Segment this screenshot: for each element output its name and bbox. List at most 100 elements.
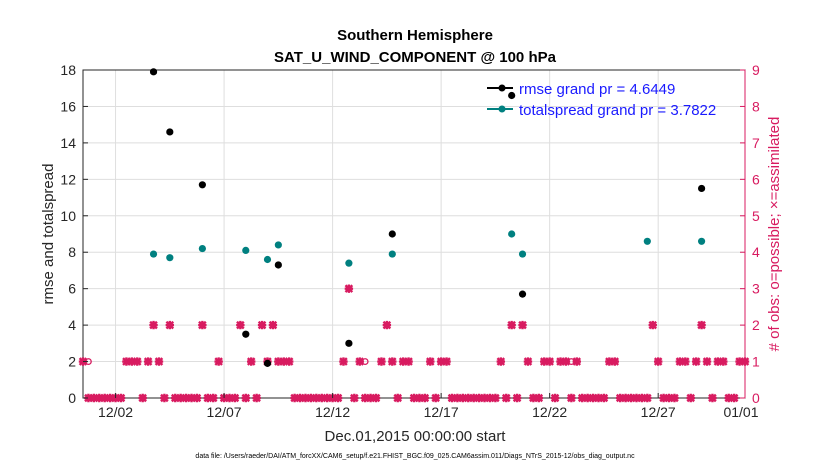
obs-assimilated-marker <box>480 393 489 403</box>
obs-assimilated-marker <box>230 393 240 403</box>
obs-assimilated-marker <box>436 357 446 366</box>
y-tick-label: 6 <box>68 281 76 297</box>
obs-assimilated-marker <box>648 320 658 330</box>
obs-assimilated-marker <box>534 393 544 403</box>
obs-assimilated-marker <box>426 357 435 366</box>
obs-assimilated-marker <box>138 393 147 403</box>
y2-tick-label: 6 <box>752 171 760 187</box>
obs-assimilated-marker <box>621 393 630 403</box>
obs-assimilated-marker <box>398 357 408 366</box>
y2-axis-ticks: 0 1 2 3 4 5 6 7 8 9 <box>740 62 760 406</box>
obs-assimilated-marker <box>344 284 354 293</box>
legend-spread-marker <box>498 105 506 113</box>
legend-rmse-label: rmse grand pr = 4.6449 <box>519 81 675 98</box>
obs-assimilated-marker <box>637 393 647 403</box>
obs-assimilated-marker <box>550 393 560 403</box>
obs-count-markers <box>78 284 750 403</box>
rmse-point <box>166 128 174 136</box>
y2-tick-label: 4 <box>752 244 760 260</box>
obs-assimilated-marker <box>143 357 153 366</box>
obs-assimilated-marker <box>377 357 386 366</box>
y-tick-label: 16 <box>60 98 76 114</box>
obs-assimilated-marker <box>545 357 554 366</box>
x-tick-label: 12/12 <box>315 404 350 420</box>
obs-assimilated-marker <box>284 357 294 366</box>
spread-point <box>697 237 706 245</box>
obs-assimilated-marker <box>464 393 473 403</box>
rmse-point <box>345 339 353 347</box>
spread-point <box>198 244 206 253</box>
obs-assimilated-marker <box>127 357 137 366</box>
obs-assimilated-marker <box>339 357 348 366</box>
plot-area-frame <box>82 69 746 399</box>
y2-tick-label: 5 <box>752 208 760 224</box>
obs-assimilated-marker <box>431 393 440 403</box>
y2-tick-label: 0 <box>752 390 760 406</box>
obs-assimilated-marker <box>274 357 283 366</box>
obs-assimilated-marker <box>686 393 695 403</box>
obs-assimilated-marker <box>458 393 468 403</box>
obs-assimilated-marker <box>388 357 397 366</box>
obs-assimilated-marker <box>572 357 582 366</box>
x-tick-label: 12/07 <box>207 404 242 420</box>
obs-assimilated-marker <box>133 357 142 366</box>
spread-point <box>388 250 396 258</box>
obs-assimilated-marker <box>246 357 256 366</box>
obs-assimilated-marker <box>594 393 603 403</box>
obs-assimilated-marker <box>697 320 706 330</box>
obs-assimilated-marker <box>512 393 522 403</box>
spread-point <box>263 255 272 264</box>
rmse-point <box>242 330 250 338</box>
obs-assimilated-marker <box>409 393 419 403</box>
data-file-footer: data file: /Users/raeder/DAI/ATM_forcXX/… <box>195 453 635 460</box>
spread-point <box>518 250 527 258</box>
spread-point <box>345 259 353 267</box>
y2-tick-label: 2 <box>752 317 760 333</box>
y2-axis-label: # of obs: o=possible; ×=assimilated <box>766 117 783 352</box>
obs-assimilated-marker <box>404 357 413 366</box>
obs-assimilated-marker <box>290 393 299 403</box>
rmse-point <box>149 68 158 76</box>
obs-possible-marker <box>361 358 369 366</box>
obs-assimilated-marker <box>691 357 701 366</box>
obs-assimilated-marker <box>485 393 495 403</box>
obs-assimilated-marker <box>393 393 402 403</box>
y2-tick-label: 8 <box>752 98 760 114</box>
obs-assimilated-marker <box>556 357 565 366</box>
spread-point <box>274 241 282 249</box>
obs-assimilated-marker <box>306 393 316 403</box>
obs-assimilated-marker <box>225 393 234 403</box>
obs-assimilated-marker <box>702 357 712 366</box>
obs-assimilated-marker <box>501 393 511 403</box>
obs-assimilated-marker <box>192 393 202 403</box>
obs-assimilated-marker <box>360 393 370 403</box>
obs-assimilated-marker <box>154 357 164 366</box>
obs-assimilated-marker <box>279 357 289 366</box>
obs-assimilated-marker <box>236 320 245 330</box>
spread-point <box>149 250 158 258</box>
obs-assimilated-marker <box>675 357 685 366</box>
obs-assimilated-marker <box>469 393 478 403</box>
obs-assimilated-marker <box>670 393 679 403</box>
spread-point <box>166 254 174 262</box>
obs-assimilated-marker <box>529 393 538 403</box>
y2-tick-label: 7 <box>752 135 760 151</box>
obs-assimilated-marker <box>371 393 381 403</box>
obs-assimilated-marker <box>170 393 180 403</box>
obs-assimilated-marker <box>523 357 533 366</box>
obs-assimilated-marker <box>295 393 305 403</box>
chart-title: Southern Hemisphere <box>337 27 493 44</box>
x-axis-label: Dec.01,2015 00:00:00 start <box>325 428 507 445</box>
x-tick-label: 12/17 <box>424 404 459 420</box>
obs-assimilated-marker <box>583 393 592 403</box>
obs-assimilated-marker <box>415 393 424 403</box>
obs-assimilated-marker <box>442 357 451 366</box>
x-tick-label: 12/02 <box>98 404 133 420</box>
rmse-point <box>518 290 527 298</box>
obs-assimilated-marker <box>355 357 364 366</box>
y-tick-label: 10 <box>60 208 76 224</box>
grid-lines <box>83 70 745 398</box>
obs-assimilated-marker <box>496 357 506 366</box>
obs-assimilated-marker <box>659 393 668 403</box>
